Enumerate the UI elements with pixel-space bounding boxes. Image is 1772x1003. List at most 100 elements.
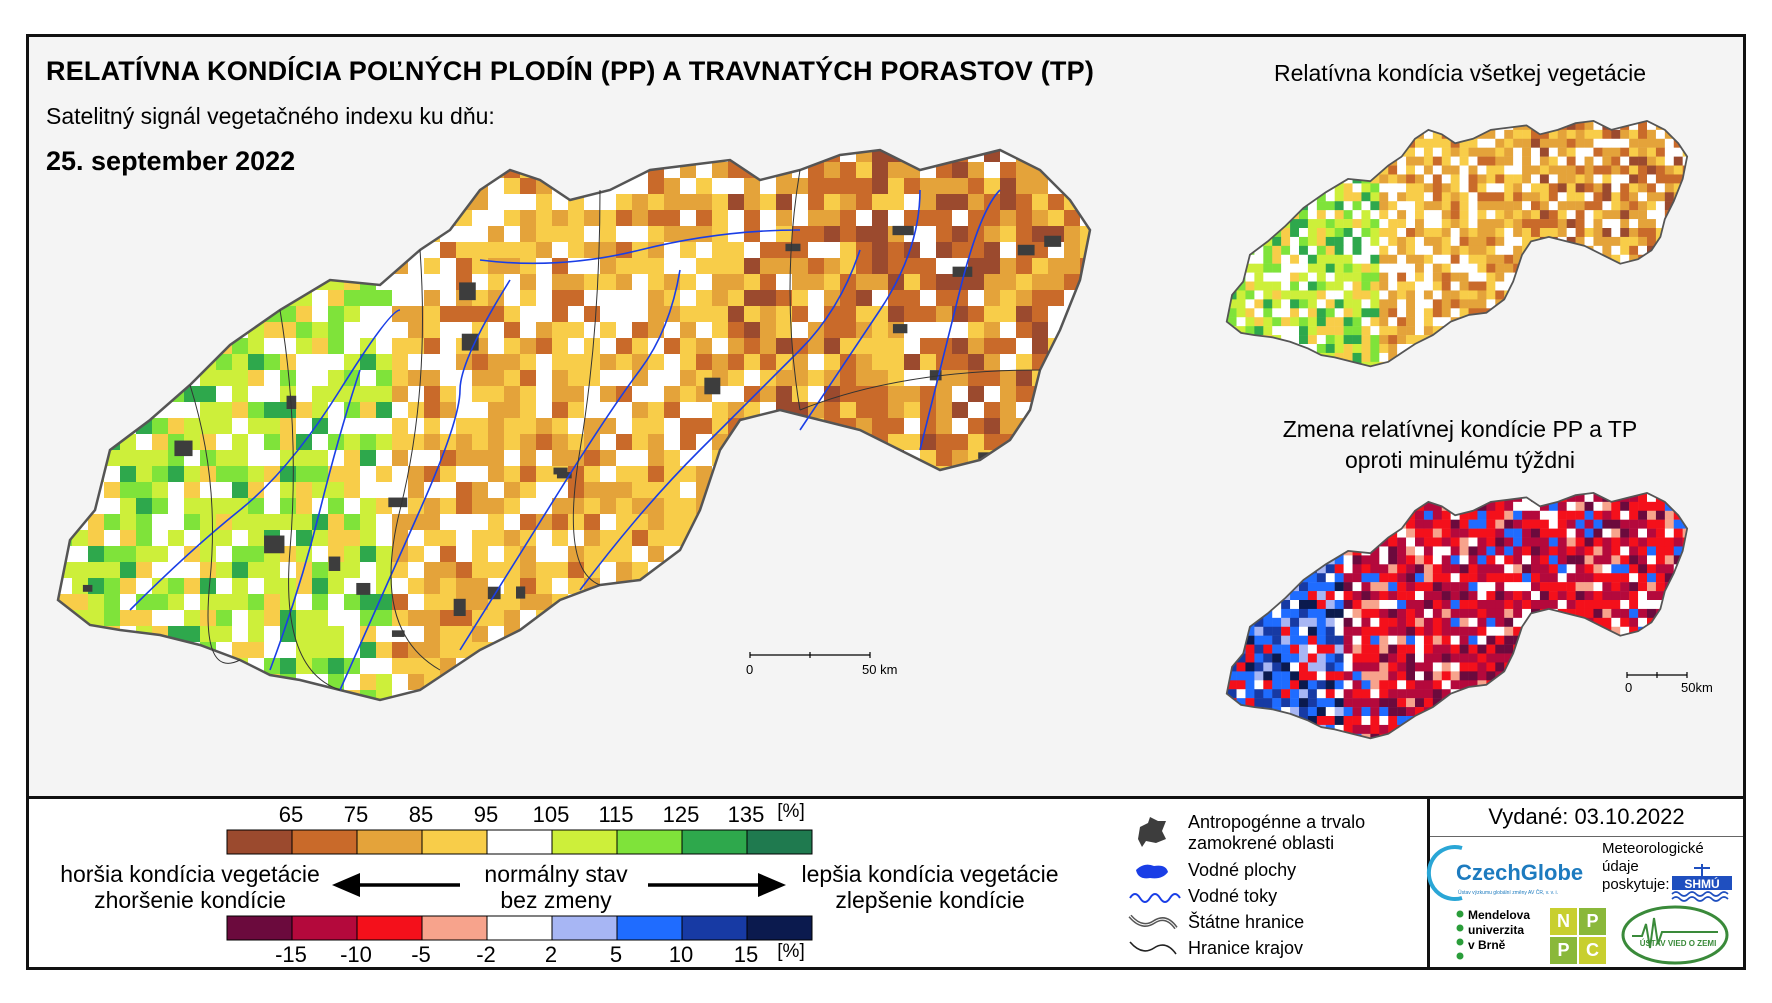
legend-arrows — [332, 873, 786, 897]
condition-swatch — [226, 829, 293, 855]
change-swatch — [746, 915, 813, 941]
condition-swatch — [291, 829, 358, 855]
change-swatch — [551, 915, 618, 941]
nppc-letter-4: C — [1579, 937, 1606, 964]
meteo-line2: údaje — [1602, 858, 1639, 875]
uvz-name: ÚSTAV VIED O ZEMI — [1640, 939, 1717, 948]
change-swatch — [681, 915, 748, 941]
shmu-logo: SHMÚ — [1671, 864, 1732, 902]
map-date: 25. september 2022 — [46, 146, 296, 176]
legend-better-line2: zlepšenie kondície — [835, 887, 1025, 913]
inset-top-title: Relatívna kondícia všetkej vegetácie — [1273, 60, 1647, 86]
change-tick: -10 — [340, 942, 372, 967]
condition-tick: 95 — [473, 802, 499, 827]
inset-change-map — [1225, 492, 1689, 740]
inset-scale-end: 50km — [1681, 680, 1713, 695]
condition-swatch — [681, 829, 748, 855]
change-swatch — [486, 915, 553, 941]
condition-tick: 65 — [278, 802, 304, 827]
czechglobe-name: CzechGlobe — [1456, 860, 1583, 885]
nppc-letter-2: P — [1579, 908, 1606, 935]
mendel-logo-text: Mendelova univerzita v Brně — [1468, 908, 1530, 953]
condition-swatch — [421, 829, 488, 855]
change-swatch — [616, 915, 683, 941]
change-swatch — [356, 915, 423, 941]
change-tick: 15 — [733, 942, 759, 967]
change-unit: [%] — [777, 941, 805, 962]
condition-tick: 75 — [343, 802, 369, 827]
condition-tick: 115 — [598, 802, 634, 827]
state-border-icon — [1128, 914, 1178, 930]
issued-date: Vydané: 03.10.2022 — [1488, 804, 1685, 829]
urban-area-label-line2: zamokrené oblasti — [1188, 833, 1335, 853]
state-border-label: Štátne hranice — [1188, 912, 1305, 932]
urban-area-label-line1: Antropogénne a trvalo — [1188, 812, 1366, 832]
legend-better-line1: lepšia kondícia vegetácie — [801, 861, 1059, 887]
arrow-right-icon — [648, 873, 786, 897]
condition-color-bar — [226, 829, 813, 855]
issuer-separator — [1430, 836, 1743, 837]
condition-tick: 105 — [532, 802, 570, 827]
condition-swatch — [356, 829, 423, 855]
condition-swatch — [616, 829, 683, 855]
meteo-line1: Meteorologické — [1602, 840, 1704, 857]
water-body-label: Vodné plochy — [1188, 860, 1297, 880]
region-border-icon — [1129, 941, 1177, 955]
urban-area-label: Antropogénne a trvalo zamokrené oblasti — [1188, 812, 1365, 854]
nppc-letter-1: N — [1550, 908, 1577, 935]
condition-tick: 135 — [727, 802, 765, 827]
main-scale-end: 50 km — [862, 662, 897, 677]
issuer-divider — [1427, 796, 1430, 970]
meteo-provider-text: Meteorologické údaje poskytuje: — [1602, 840, 1704, 894]
change-tick: 10 — [668, 942, 694, 967]
water-body-icon — [1136, 864, 1168, 879]
mendel-line2: univerzita — [1468, 923, 1525, 937]
change-tick: -15 — [275, 942, 307, 967]
legend-worse: horšia kondícia vegetácie zhoršenie kond… — [40, 861, 340, 913]
condition-swatch — [551, 829, 618, 855]
change-tick: 2 — [544, 942, 558, 967]
change-swatch — [226, 915, 293, 941]
nppc-logo: N P P C — [1550, 908, 1606, 964]
inset-scale-start: 0 — [1625, 680, 1632, 695]
map-title: RELATÍVNA KONDÍCIA POĽNÝCH PLODÍN (PP) A… — [46, 56, 1095, 86]
change-swatch — [421, 915, 488, 941]
legend-normal-line1: normálny stav — [484, 861, 628, 887]
change-color-bar — [226, 915, 813, 941]
uvz-logo: ÚSTAV VIED O ZEMI — [1621, 905, 1729, 965]
condition-swatch — [486, 829, 553, 855]
river-label: Vodné toky — [1188, 886, 1278, 906]
region-borders — [189, 169, 1041, 691]
river-icon — [1129, 893, 1181, 903]
mendel-line1: Mendelova — [1468, 908, 1531, 922]
condition-tick: 125 — [662, 802, 700, 827]
inset-bottom-title: Zmena relatívnej kondície PP a TP oproti… — [1230, 414, 1690, 476]
mendel-logo-dots — [1456, 910, 1464, 960]
change-tick: -2 — [476, 942, 496, 967]
legend-normal: normálny stav bez zmeny — [456, 861, 656, 913]
main-vegetation-map: 0 50 km — [56, 148, 1092, 702]
legend-divider — [26, 796, 1746, 799]
legend-better: lepšia kondícia vegetácie zlepšenie kond… — [780, 861, 1080, 913]
inset-all-vegetation-map — [1225, 120, 1689, 368]
change-swatch — [291, 915, 358, 941]
inset-bottom-title-line2: oproti minulému týždni — [1344, 447, 1576, 473]
main-scale-bar: 0 50 km — [746, 652, 897, 677]
rivers-layer — [129, 189, 1001, 691]
region-border-label: Hranice krajov — [1188, 938, 1304, 958]
condition-swatch — [746, 829, 813, 855]
czechglobe-logo: CzechGlobe Ústav výzkumu globální změny … — [1426, 845, 1583, 901]
main-scale-start: 0 — [746, 662, 753, 677]
legend-worse-line2: zhoršenie kondície — [94, 887, 286, 913]
meteo-line3: poskytuje: — [1602, 876, 1670, 893]
inset-bottom-title-line1: Zmena relatívnej kondície PP a TP — [1282, 416, 1638, 442]
change-tick: -5 — [411, 942, 431, 967]
nppc-letter-3: P — [1550, 937, 1577, 964]
change-tick: 5 — [609, 942, 623, 967]
legend-normal-line2: bez zmeny — [500, 887, 612, 913]
shmu-name: SHMÚ — [1684, 876, 1719, 891]
condition-tick: 85 — [408, 802, 434, 827]
legend-worse-line1: horšia kondícia vegetácie — [60, 861, 320, 887]
urban-area-icon — [1138, 817, 1166, 847]
condition-unit: [%] — [777, 801, 805, 822]
